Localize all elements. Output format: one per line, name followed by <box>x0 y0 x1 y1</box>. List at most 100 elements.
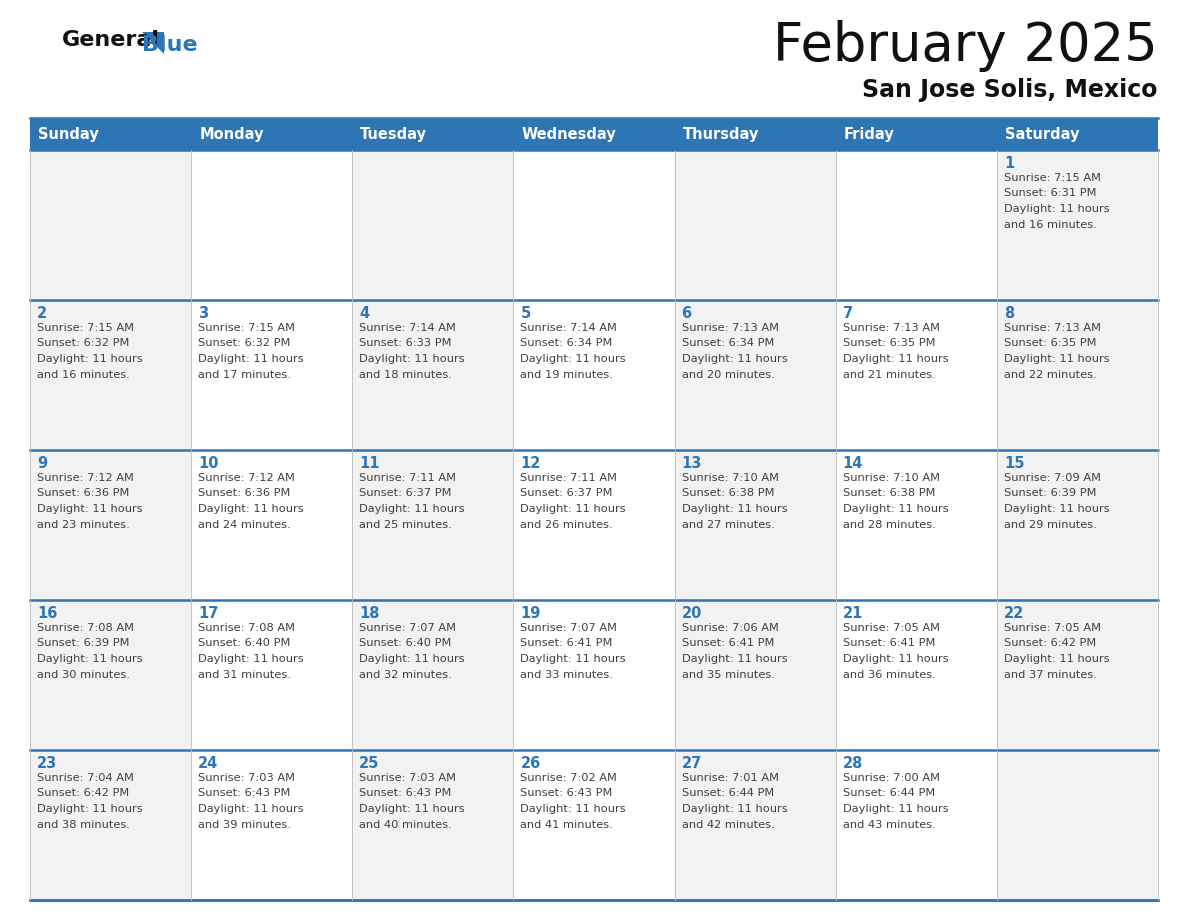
Text: Sunset: 6:38 PM: Sunset: 6:38 PM <box>682 488 775 498</box>
Text: February 2025: February 2025 <box>773 20 1158 72</box>
Text: Daylight: 11 hours: Daylight: 11 hours <box>682 354 788 364</box>
Bar <box>835 450 997 600</box>
Text: Sunrise: 7:07 AM: Sunrise: 7:07 AM <box>359 623 456 633</box>
Text: Daylight: 11 hours: Daylight: 11 hours <box>842 504 948 514</box>
Text: 19: 19 <box>520 606 541 621</box>
Text: 26: 26 <box>520 756 541 771</box>
Bar <box>675 300 835 450</box>
Text: Daylight: 11 hours: Daylight: 11 hours <box>359 804 465 814</box>
Text: Thursday: Thursday <box>683 127 759 141</box>
Text: 6: 6 <box>682 306 691 321</box>
Text: Sunset: 6:41 PM: Sunset: 6:41 PM <box>520 639 613 648</box>
Text: 1: 1 <box>1004 156 1015 171</box>
Text: Sunrise: 7:10 AM: Sunrise: 7:10 AM <box>682 473 778 483</box>
Bar <box>997 600 1158 750</box>
Bar <box>30 118 191 150</box>
Text: 11: 11 <box>359 456 380 471</box>
Text: 20: 20 <box>682 606 702 621</box>
Text: 21: 21 <box>842 606 864 621</box>
Text: 23: 23 <box>37 756 57 771</box>
Text: Daylight: 11 hours: Daylight: 11 hours <box>1004 504 1110 514</box>
Text: Sunset: 6:40 PM: Sunset: 6:40 PM <box>359 639 451 648</box>
Bar <box>353 300 513 450</box>
Text: and 29 minutes.: and 29 minutes. <box>1004 520 1097 530</box>
Bar <box>191 300 353 450</box>
Text: 5: 5 <box>520 306 531 321</box>
Text: Sunrise: 7:05 AM: Sunrise: 7:05 AM <box>842 623 940 633</box>
Text: Sunrise: 7:13 AM: Sunrise: 7:13 AM <box>682 323 778 333</box>
Text: 9: 9 <box>37 456 48 471</box>
Text: Sunrise: 7:05 AM: Sunrise: 7:05 AM <box>1004 623 1101 633</box>
Bar <box>30 600 191 750</box>
Bar <box>513 600 675 750</box>
Text: Sunset: 6:42 PM: Sunset: 6:42 PM <box>1004 639 1097 648</box>
Text: 27: 27 <box>682 756 702 771</box>
Text: Sunset: 6:43 PM: Sunset: 6:43 PM <box>359 789 451 799</box>
Text: Sunset: 6:43 PM: Sunset: 6:43 PM <box>520 789 613 799</box>
Bar <box>835 600 997 750</box>
Text: Sunrise: 7:06 AM: Sunrise: 7:06 AM <box>682 623 778 633</box>
Text: Daylight: 11 hours: Daylight: 11 hours <box>682 504 788 514</box>
Text: Daylight: 11 hours: Daylight: 11 hours <box>198 354 304 364</box>
Bar <box>513 750 675 900</box>
Text: Sunrise: 7:07 AM: Sunrise: 7:07 AM <box>520 623 618 633</box>
Text: and 42 minutes.: and 42 minutes. <box>682 820 775 830</box>
Text: and 18 minutes.: and 18 minutes. <box>359 370 453 379</box>
Bar <box>675 150 835 300</box>
Text: and 36 minutes.: and 36 minutes. <box>842 669 935 679</box>
Text: Sunset: 6:36 PM: Sunset: 6:36 PM <box>37 488 129 498</box>
Text: Sunset: 6:40 PM: Sunset: 6:40 PM <box>198 639 291 648</box>
Text: Daylight: 11 hours: Daylight: 11 hours <box>520 804 626 814</box>
Text: Daylight: 11 hours: Daylight: 11 hours <box>37 804 143 814</box>
Text: and 27 minutes.: and 27 minutes. <box>682 520 775 530</box>
Text: Daylight: 11 hours: Daylight: 11 hours <box>198 504 304 514</box>
Text: and 24 minutes.: and 24 minutes. <box>198 520 291 530</box>
Text: Daylight: 11 hours: Daylight: 11 hours <box>37 654 143 664</box>
Text: Daylight: 11 hours: Daylight: 11 hours <box>198 654 304 664</box>
Text: 22: 22 <box>1004 606 1024 621</box>
Text: 16: 16 <box>37 606 57 621</box>
Bar <box>513 450 675 600</box>
Text: and 30 minutes.: and 30 minutes. <box>37 669 129 679</box>
Text: Daylight: 11 hours: Daylight: 11 hours <box>842 804 948 814</box>
Text: Daylight: 11 hours: Daylight: 11 hours <box>520 504 626 514</box>
Text: Sunrise: 7:11 AM: Sunrise: 7:11 AM <box>359 473 456 483</box>
Text: San Jose Solis, Mexico: San Jose Solis, Mexico <box>862 78 1158 102</box>
Text: Sunset: 6:36 PM: Sunset: 6:36 PM <box>198 488 291 498</box>
Bar <box>997 118 1158 150</box>
Text: Daylight: 11 hours: Daylight: 11 hours <box>520 354 626 364</box>
Text: Sunrise: 7:10 AM: Sunrise: 7:10 AM <box>842 473 940 483</box>
Text: Sunrise: 7:01 AM: Sunrise: 7:01 AM <box>682 773 778 783</box>
Text: and 35 minutes.: and 35 minutes. <box>682 669 775 679</box>
Bar <box>835 118 997 150</box>
Text: and 32 minutes.: and 32 minutes. <box>359 669 453 679</box>
Bar <box>30 750 191 900</box>
Text: Sunrise: 7:12 AM: Sunrise: 7:12 AM <box>37 473 134 483</box>
Text: Sunset: 6:43 PM: Sunset: 6:43 PM <box>198 789 291 799</box>
Text: and 21 minutes.: and 21 minutes. <box>842 370 935 379</box>
Text: and 16 minutes.: and 16 minutes. <box>1004 219 1097 230</box>
Text: 8: 8 <box>1004 306 1015 321</box>
Text: Sunrise: 7:02 AM: Sunrise: 7:02 AM <box>520 773 618 783</box>
Text: Sunset: 6:44 PM: Sunset: 6:44 PM <box>842 789 935 799</box>
Text: Sunrise: 7:08 AM: Sunrise: 7:08 AM <box>198 623 295 633</box>
Bar <box>675 450 835 600</box>
Text: Sunset: 6:35 PM: Sunset: 6:35 PM <box>1004 339 1097 349</box>
Text: Daylight: 11 hours: Daylight: 11 hours <box>682 804 788 814</box>
Bar <box>353 150 513 300</box>
Bar <box>30 300 191 450</box>
Bar <box>191 118 353 150</box>
Text: Sunset: 6:33 PM: Sunset: 6:33 PM <box>359 339 451 349</box>
Bar <box>353 600 513 750</box>
Text: Sunset: 6:44 PM: Sunset: 6:44 PM <box>682 789 773 799</box>
Bar <box>997 750 1158 900</box>
Text: Daylight: 11 hours: Daylight: 11 hours <box>1004 204 1110 214</box>
Text: Sunset: 6:37 PM: Sunset: 6:37 PM <box>359 488 451 498</box>
Text: and 26 minutes.: and 26 minutes. <box>520 520 613 530</box>
Bar <box>835 300 997 450</box>
Text: Sunrise: 7:13 AM: Sunrise: 7:13 AM <box>1004 323 1101 333</box>
Text: Tuesday: Tuesday <box>360 127 428 141</box>
Text: Sunset: 6:31 PM: Sunset: 6:31 PM <box>1004 188 1097 198</box>
Text: 3: 3 <box>198 306 208 321</box>
Text: Daylight: 11 hours: Daylight: 11 hours <box>359 504 465 514</box>
